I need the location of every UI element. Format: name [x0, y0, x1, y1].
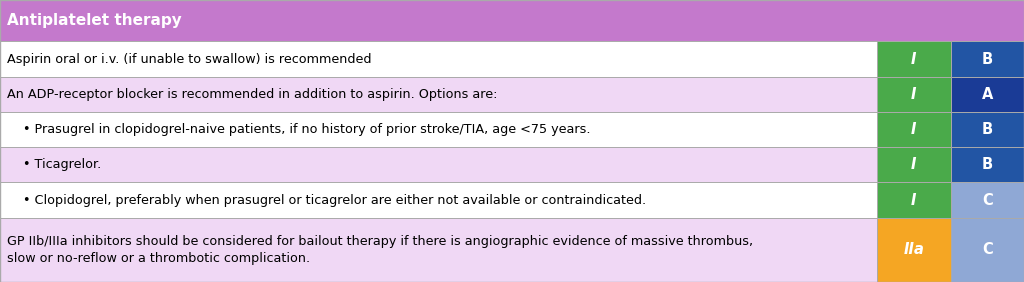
- Text: I: I: [911, 122, 916, 137]
- Bar: [951, 218, 1024, 282]
- Bar: [0, 218, 877, 282]
- Text: I: I: [911, 193, 916, 208]
- Text: Aspirin oral or i.v. (if unable to swallow) is recommended: Aspirin oral or i.v. (if unable to swall…: [7, 52, 372, 65]
- Text: I: I: [911, 157, 916, 172]
- Text: A: A: [982, 87, 993, 102]
- Bar: [0, 182, 877, 218]
- Bar: [951, 77, 1024, 112]
- Bar: [877, 182, 951, 218]
- Bar: [877, 77, 951, 112]
- Bar: [877, 112, 951, 147]
- Bar: [877, 218, 951, 282]
- Text: • Clopidogrel, preferably when prasugrel or ticagrelor are either not available : • Clopidogrel, preferably when prasugrel…: [7, 193, 646, 206]
- Text: IIa: IIa: [903, 242, 925, 257]
- Bar: [951, 182, 1024, 218]
- Text: B: B: [982, 122, 993, 137]
- Text: An ADP-receptor blocker is recommended in addition to aspirin. Options are:: An ADP-receptor blocker is recommended i…: [7, 88, 498, 101]
- Text: C: C: [982, 242, 993, 257]
- Bar: [0, 41, 877, 77]
- Text: B: B: [982, 52, 993, 67]
- Bar: [0, 147, 877, 182]
- Text: GP IIb/IIIa inhibitors should be considered for bailout therapy if there is angi: GP IIb/IIIa inhibitors should be conside…: [7, 235, 754, 265]
- Bar: [951, 147, 1024, 182]
- Bar: [951, 112, 1024, 147]
- Text: I: I: [911, 87, 916, 102]
- Bar: [0, 77, 877, 112]
- Text: I: I: [911, 52, 916, 67]
- Bar: [877, 147, 951, 182]
- Text: Antiplatelet therapy: Antiplatelet therapy: [7, 13, 182, 28]
- Text: • Prasugrel in clopidogrel-naive patients, if no history of prior stroke/TIA, ag: • Prasugrel in clopidogrel-naive patient…: [7, 123, 591, 136]
- Bar: [0, 0, 1024, 41]
- Text: C: C: [982, 193, 993, 208]
- Text: B: B: [982, 157, 993, 172]
- Bar: [0, 112, 877, 147]
- Text: • Ticagrelor.: • Ticagrelor.: [7, 158, 101, 171]
- Bar: [877, 41, 951, 77]
- Bar: [951, 41, 1024, 77]
